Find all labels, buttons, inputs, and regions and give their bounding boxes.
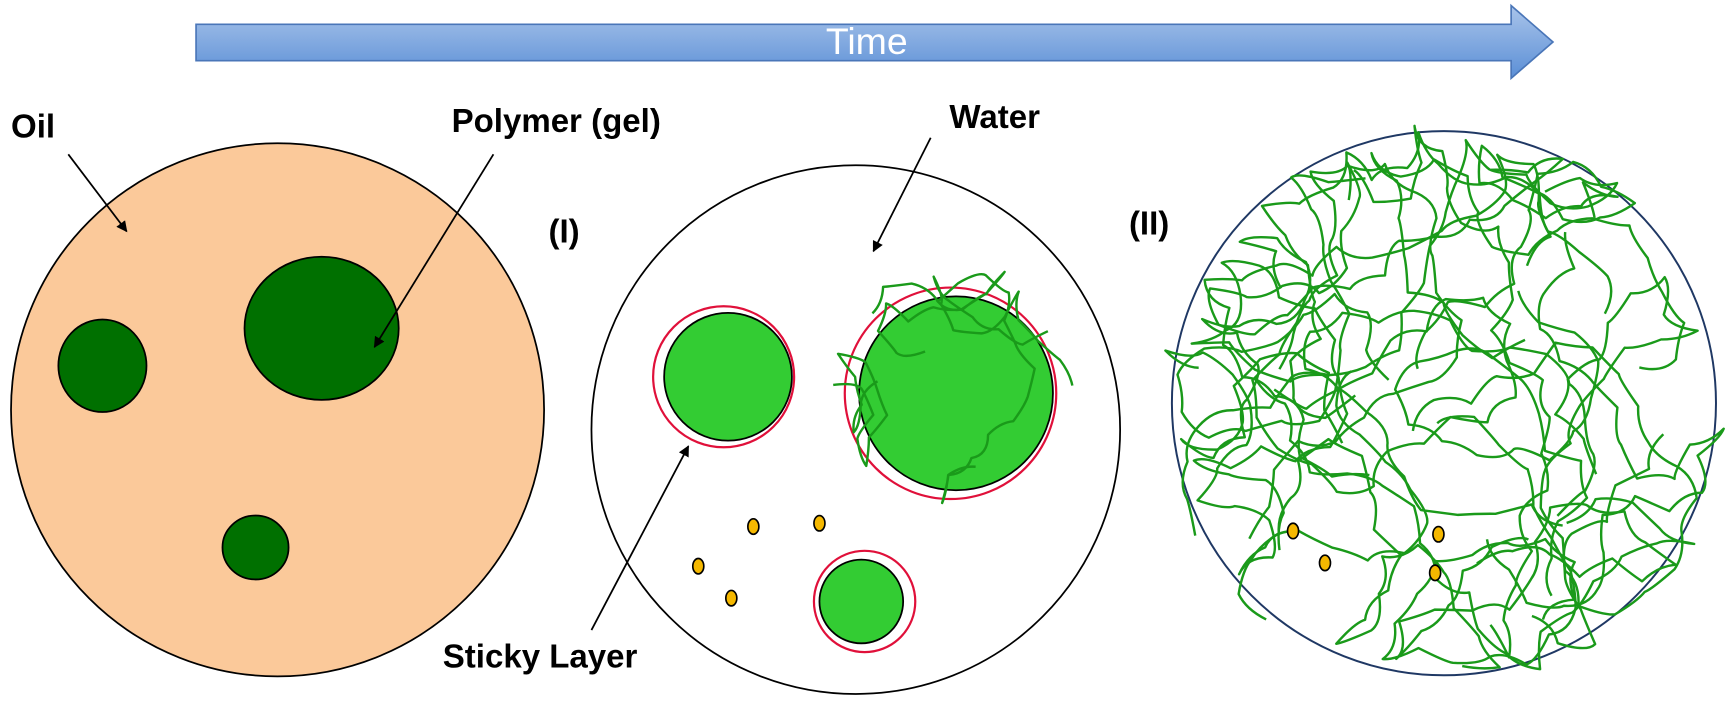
polymer-chain <box>1237 437 1501 670</box>
particle <box>691 557 705 575</box>
particle <box>747 518 760 536</box>
polymer-chains <box>1164 124 1725 671</box>
pointer <box>373 153 495 348</box>
polymer-chain <box>1251 296 1517 495</box>
particle <box>1428 564 1442 582</box>
stage-label: (II) <box>1129 206 1169 243</box>
pointer <box>590 445 690 631</box>
polymer-chain <box>1176 174 1390 439</box>
gel-particle <box>243 255 400 401</box>
pointer <box>67 153 128 233</box>
oil-label: Oil <box>11 109 55 146</box>
polymer-chain <box>1248 162 1463 540</box>
time-arrow <box>195 3 1555 81</box>
particle <box>724 589 738 607</box>
particle <box>1318 554 1332 572</box>
time-label: Time <box>826 20 908 62</box>
stage-label: (I) <box>548 213 579 250</box>
polymer-chain <box>1485 231 1725 609</box>
polymer-chain <box>1395 502 1677 661</box>
polymer-chain <box>1531 275 1699 650</box>
polymer-chain <box>1260 131 1613 420</box>
polymer-chain <box>932 275 1074 386</box>
polymer-label: Polymer (gel) <box>452 103 661 140</box>
polymer-chain <box>1381 415 1577 666</box>
polymer-chain <box>1353 124 1551 659</box>
oil-droplet <box>10 142 545 678</box>
polymer-chain <box>1190 259 1349 551</box>
sticky-layer <box>812 549 917 654</box>
polymer-chain <box>936 273 1036 505</box>
polymer-chain <box>1411 341 1698 616</box>
swollen-gel <box>818 558 905 645</box>
particle <box>1432 525 1445 543</box>
polymer-chain <box>1254 378 1696 671</box>
polymer-chain <box>1207 157 1565 336</box>
polymer-chain <box>1179 235 1344 460</box>
water-label: Water <box>949 99 1040 136</box>
particle <box>1286 522 1300 540</box>
sticky-layer <box>843 286 1058 501</box>
sticky-layer <box>652 305 796 449</box>
polymer-chains <box>833 270 1074 505</box>
swollen-gel <box>663 312 793 442</box>
particle <box>813 514 826 532</box>
polymer-chain <box>1181 138 1619 536</box>
polymer-chain <box>1415 144 1637 370</box>
polymer-chain <box>871 270 1006 358</box>
polymer-chain <box>1302 309 1596 527</box>
polymer-chain <box>1370 151 1686 371</box>
gel-particle <box>221 514 290 581</box>
dissolved-droplet <box>1170 130 1717 677</box>
polymer-chain <box>833 352 889 468</box>
gel-particle <box>57 318 148 413</box>
pointer <box>872 137 932 253</box>
sticky-label: Sticky Layer <box>443 638 638 675</box>
